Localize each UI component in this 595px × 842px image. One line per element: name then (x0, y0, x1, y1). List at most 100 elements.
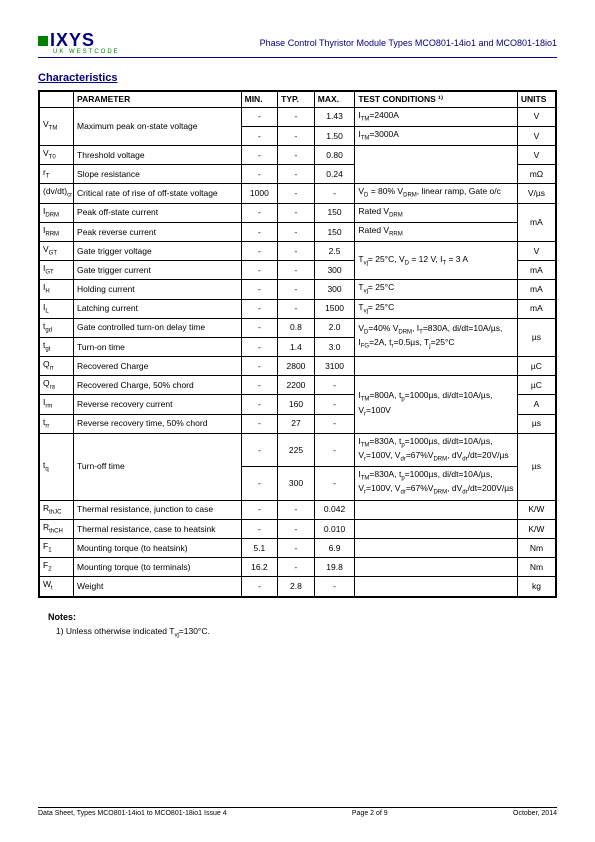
table-cell: - (278, 538, 315, 557)
table-cell: Turn-off time (74, 433, 242, 500)
table-cell: - (278, 203, 315, 222)
table-cell: Thermal resistance, junction to case (74, 500, 242, 519)
table-cell: - (241, 165, 278, 184)
table-cell: 1000 (241, 184, 278, 203)
table-cell: Thermal resistance, case to heatsink (74, 519, 242, 538)
table-cell: Reverse recovery current (74, 395, 242, 414)
table-cell: tgd (39, 318, 74, 337)
table-cell: - (278, 126, 315, 145)
table-cell: - (241, 577, 278, 597)
table-cell: - (278, 165, 315, 184)
table-cell: ITM=830A, tp=1000µs, di/dt=10A/µs, Vr=10… (355, 433, 518, 466)
footer-right: October, 2014 (513, 810, 557, 817)
table-cell: Turn-on time (74, 337, 242, 356)
table-cell: Irm (39, 395, 74, 414)
table-cell: 150 (314, 203, 355, 222)
table-cell: Recovered Charge (74, 357, 242, 376)
table-cell: 0.24 (314, 165, 355, 184)
table-cell: 6.9 (314, 538, 355, 557)
logo-main: IXYS (38, 30, 120, 51)
table-row: QraRecovered Charge, 50% chord-2200-ITM=… (39, 376, 556, 395)
table-cell: Recovered Charge, 50% chord (74, 376, 242, 395)
table-row: VGTGate trigger voltage--2.5Tvj= 25°C, V… (39, 241, 556, 260)
table-cell: 2.8 (278, 577, 315, 597)
table-cell: ITM=3000A (355, 126, 518, 145)
table-cell: VD = 80% VDRM, linear ramp, Gate o/c (355, 184, 518, 203)
table-cell (355, 577, 518, 597)
table-cell: 1.4 (278, 337, 315, 356)
table-cell: - (314, 376, 355, 395)
table-cell: µs (517, 414, 556, 433)
table-cell: - (278, 107, 315, 126)
table-cell: V/µs (517, 184, 556, 203)
table-cell: F1 (39, 538, 74, 557)
logo: IXYS UK WESTCODE (38, 30, 120, 55)
table-cell: 1.43 (314, 107, 355, 126)
table-row: IRRMPeak reverse current--150Rated VRRM (39, 222, 556, 241)
table-cell: trr (39, 414, 74, 433)
table-cell: mA (517, 280, 556, 299)
table-cell: - (241, 500, 278, 519)
table-cell: µs (517, 433, 556, 500)
table-cell: VTM (39, 107, 74, 145)
table-row: tgdGate controlled turn-on delay time-0.… (39, 318, 556, 337)
table-cell: Holding current (74, 280, 242, 299)
footer: Data Sheet, Types MCO801-14io1 to MCO801… (38, 807, 557, 817)
table-cell: Critical rate of rise of off-state volta… (74, 184, 242, 203)
table-cell: - (278, 241, 315, 260)
col-symbol (39, 91, 74, 107)
table-cell: - (241, 337, 278, 356)
table-cell: IL (39, 299, 74, 318)
table-cell: mA (517, 299, 556, 318)
table-row: WtWeight-2.8-kg (39, 577, 556, 597)
table-cell: RthCH (39, 519, 74, 538)
table-cell: - (278, 280, 315, 299)
footer-left: Data Sheet, Types MCO801-14io1 to MCO801… (38, 810, 227, 817)
table-cell: µC (517, 357, 556, 376)
table-row: IDRMPeak off-state current--150Rated VDR… (39, 203, 556, 222)
table-cell (355, 519, 518, 538)
table-cell: - (241, 357, 278, 376)
characteristics-table: PARAMETER MIN. TYP. MAX. TEST CONDITIONS… (38, 90, 557, 598)
table-cell: 3.0 (314, 337, 355, 356)
table-row: ILLatching current--1500Tvj= 25°CmA (39, 299, 556, 318)
table-cell: mA (517, 203, 556, 241)
table-cell: 27 (278, 414, 315, 433)
table-cell: Wt (39, 577, 74, 597)
table-cell: RthJC (39, 500, 74, 519)
notes-text: 1) Unless otherwise indicated Tvj=130°C. (56, 626, 557, 639)
table-cell: Rated VRRM (355, 222, 518, 241)
table-cell: V (517, 241, 556, 260)
table-cell: - (314, 433, 355, 466)
table-cell: Peak reverse current (74, 222, 242, 241)
logo-text: IXYS (50, 30, 95, 51)
table-row: IHHolding current--300Tvj= 25°CmA (39, 280, 556, 299)
col-units: UNITS (517, 91, 556, 107)
table-row: VTMMaximum peak on-state voltage--1.43IT… (39, 107, 556, 126)
table-cell: - (241, 433, 278, 466)
table-cell: 2.0 (314, 318, 355, 337)
table-header-row: PARAMETER MIN. TYP. MAX. TEST CONDITIONS… (39, 91, 556, 107)
table-cell: - (314, 395, 355, 414)
table-cell: VGT (39, 241, 74, 260)
table-cell: 0.8 (278, 318, 315, 337)
logo-square-icon (38, 36, 48, 46)
table-cell: tgt (39, 337, 74, 356)
table-row: F1Mounting torque (to heatsink)5.1-6.9Nm (39, 538, 556, 557)
table-cell: Qra (39, 376, 74, 395)
footer-row: Data Sheet, Types MCO801-14io1 to MCO801… (38, 810, 557, 817)
table-cell: Tvj= 25°C, VD = 12 V, IT = 3 A (355, 241, 518, 279)
table-cell: Tvj= 25°C (355, 299, 518, 318)
table-cell: mA (517, 261, 556, 280)
table-cell: Maximum peak on-state voltage (74, 107, 242, 145)
notes-heading: Notes: (48, 612, 557, 622)
table-cell (355, 500, 518, 519)
table-cell: Peak off-state current (74, 203, 242, 222)
table-cell: VT0 (39, 146, 74, 165)
table-cell: - (241, 107, 278, 126)
table-cell: - (241, 261, 278, 280)
header: IXYS UK WESTCODE Phase Control Thyristor… (38, 30, 557, 55)
table-cell: 19.8 (314, 558, 355, 577)
table-cell: Gate controlled turn-on delay time (74, 318, 242, 337)
table-cell: - (314, 184, 355, 203)
